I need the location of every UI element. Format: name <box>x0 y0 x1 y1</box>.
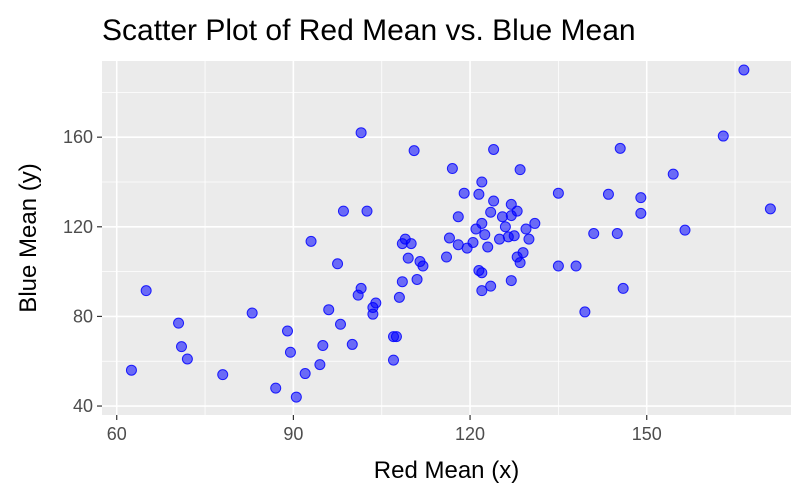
data-points <box>125 64 776 403</box>
data-point <box>476 285 488 297</box>
data-point <box>314 359 326 371</box>
data-point <box>441 251 452 263</box>
data-point <box>508 230 520 242</box>
data-point <box>611 228 623 240</box>
data-point <box>579 306 591 318</box>
data-point <box>446 163 458 175</box>
data-point <box>405 238 417 250</box>
data-point <box>337 205 349 217</box>
data-point <box>738 64 750 76</box>
data-point <box>488 195 500 207</box>
data-point <box>323 304 335 316</box>
data-point <box>355 127 367 139</box>
data-point <box>393 291 405 303</box>
data-point <box>355 282 367 294</box>
data-point <box>717 130 729 142</box>
y-tick-label: 80 <box>73 306 93 326</box>
data-point <box>417 260 429 272</box>
chart-title: Scatter Plot of Red Mean vs. Blue Mean <box>102 14 636 47</box>
data-point <box>523 233 535 245</box>
data-point <box>370 297 382 309</box>
y-tick-label: 40 <box>73 396 93 416</box>
data-point <box>173 317 185 329</box>
data-point <box>667 168 679 180</box>
data-point <box>570 260 582 272</box>
axis-ticks <box>97 136 648 420</box>
data-point <box>284 346 296 358</box>
data-point <box>467 236 479 248</box>
data-point <box>332 258 344 270</box>
data-point <box>635 192 647 204</box>
data-point <box>764 203 776 215</box>
data-point <box>588 228 600 240</box>
data-point <box>529 217 541 229</box>
data-point <box>388 354 399 366</box>
data-point <box>452 211 464 223</box>
x-tick-label: 90 <box>283 424 303 444</box>
data-point <box>514 257 526 269</box>
data-point <box>476 267 488 279</box>
data-point <box>390 331 402 343</box>
data-point <box>411 273 423 285</box>
data-point <box>511 205 523 217</box>
y-tick-label: 120 <box>63 217 93 237</box>
data-point <box>367 308 379 320</box>
data-point <box>617 282 629 294</box>
data-point <box>476 217 488 229</box>
data-point <box>140 285 152 297</box>
data-point <box>217 369 229 381</box>
data-point <box>402 252 414 264</box>
data-point <box>270 382 282 394</box>
data-point <box>305 235 317 247</box>
data-point <box>517 247 529 259</box>
data-point <box>299 368 311 380</box>
minor-gridlines <box>102 61 791 415</box>
data-point <box>520 223 532 235</box>
data-point <box>635 207 647 219</box>
data-point <box>679 224 691 236</box>
x-tick-label: 150 <box>632 424 662 444</box>
x-axis-title: Red Mean (x) <box>374 457 519 484</box>
data-point <box>181 353 193 365</box>
data-point <box>346 338 358 350</box>
data-point <box>361 205 373 217</box>
data-point <box>443 232 455 244</box>
data-point <box>473 188 485 200</box>
data-point <box>488 144 500 155</box>
data-point <box>317 340 329 352</box>
data-point <box>458 187 470 199</box>
data-point <box>505 275 517 287</box>
data-point <box>408 145 420 157</box>
data-point <box>499 221 511 233</box>
axis-tick-labels: 60 90 120 150 40 80 120 160 <box>63 127 662 444</box>
y-axis-title: Blue Mean (y) <box>15 163 42 312</box>
data-point <box>176 341 187 353</box>
data-point <box>476 176 488 188</box>
data-point <box>602 188 614 200</box>
data-point <box>396 276 408 288</box>
data-point <box>335 318 346 330</box>
data-point <box>246 307 258 319</box>
data-point <box>482 241 494 253</box>
x-tick-label: 120 <box>455 424 485 444</box>
data-point <box>282 325 293 337</box>
data-point <box>552 187 564 199</box>
data-point <box>485 206 497 218</box>
data-point <box>290 391 302 403</box>
data-point <box>485 280 497 292</box>
data-point <box>125 364 137 376</box>
x-tick-label: 60 <box>107 424 127 444</box>
data-point <box>514 164 526 176</box>
y-tick-label: 160 <box>63 127 93 147</box>
data-point <box>479 229 491 241</box>
data-point <box>552 260 564 272</box>
data-point <box>614 142 626 154</box>
